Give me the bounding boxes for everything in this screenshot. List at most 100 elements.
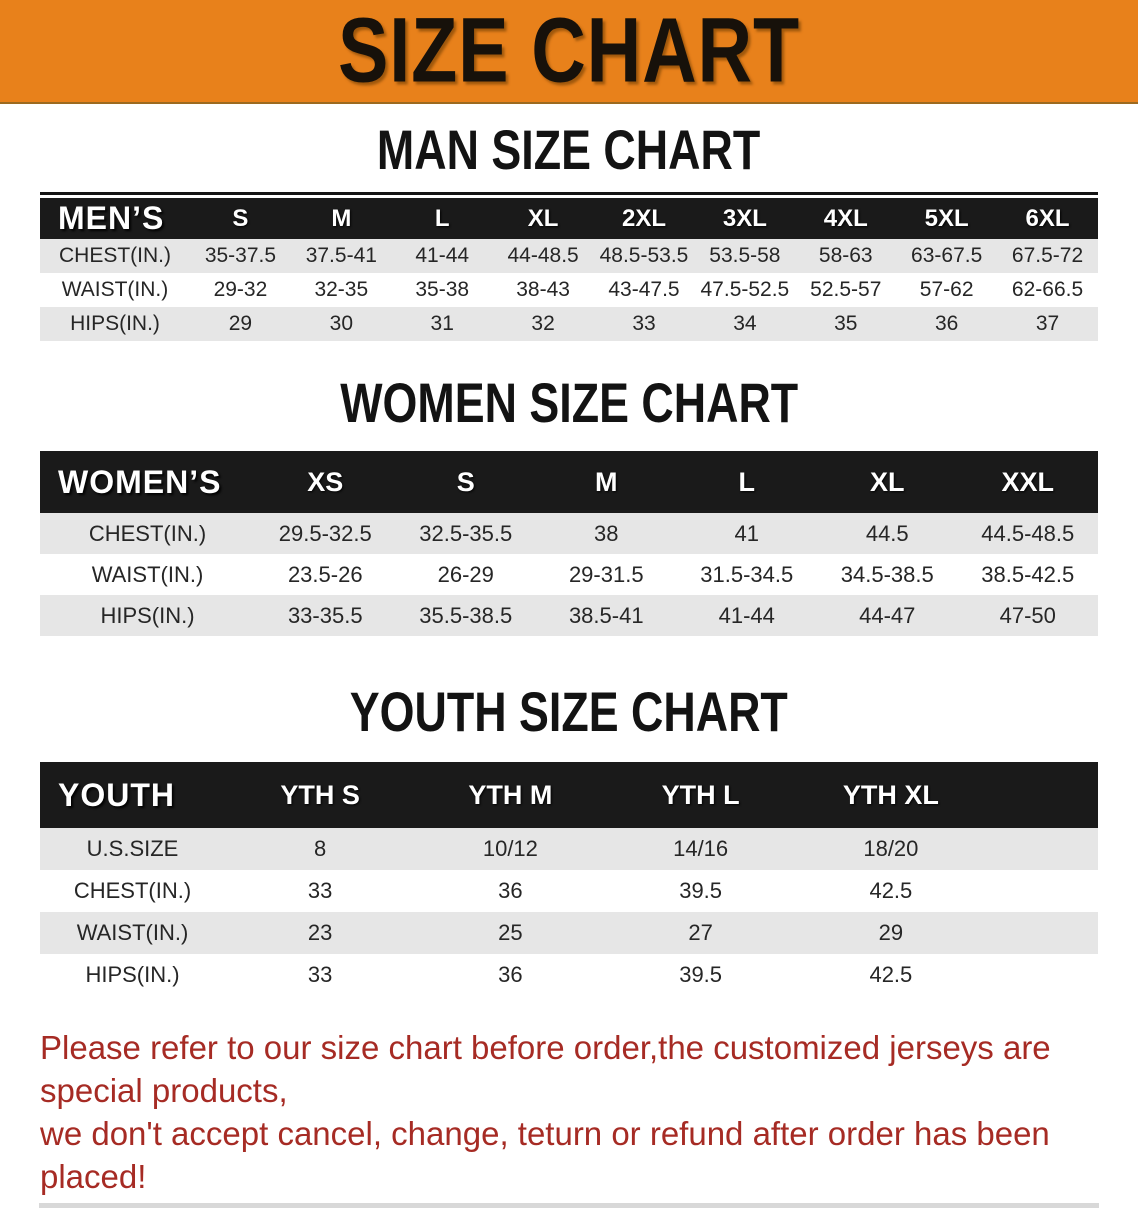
row-label: CHEST(IN.) [73, 878, 192, 903]
size-cell: 44.5 [865, 520, 909, 546]
table-header-row: YOUTH YTH S YTH M YTH L YTH XL [40, 762, 1098, 828]
disclaimer-line-1: Please refer to our size chart before or… [40, 1029, 1051, 1109]
size-cell: 29 [228, 312, 253, 335]
size-cell: 34.5-38.5 [840, 561, 934, 587]
banner-title: SIZE CHART [338, 0, 800, 103]
column-header-4xl: 4XL [823, 204, 868, 232]
row-label: U.S.SIZE [86, 836, 179, 861]
size-cell: 44.5-48.5 [981, 520, 1075, 546]
size-cell: 32.5-35.5 [419, 520, 513, 546]
row-label: WAIST(IN.) [76, 920, 189, 945]
size-cell: 38 [594, 520, 619, 546]
table-header-row: WOMEN’S XS S M L XL XXL [40, 451, 1098, 513]
size-table-man-size-chart: MEN’S S M L XL 2XL 3XL 4XL 5XL 6XL CHEST(IN.) 35-37… [40, 192, 1098, 341]
column-header-s: S [232, 204, 249, 232]
size-table-youth-size-chart: YOUTH YTH S YTH M YTH L YTH XL U.S.SIZE 8 10/12… [40, 762, 1098, 996]
table-header-row: MEN’S S M L XL 2XL 3XL 4XL 5XL 6XL [40, 198, 1098, 239]
row-label: HIPS(IN.) [100, 602, 195, 628]
size-cell: 48.5-53.5 [599, 244, 689, 267]
size-cell: 10/12 [482, 836, 538, 861]
column-header-6xl: 6XL [1025, 204, 1070, 232]
size-cell: 33 [632, 312, 656, 335]
size-cell: 29-31.5 [568, 561, 644, 587]
size-cell: 52.5-57 [810, 278, 882, 301]
size-cell: 39.5 [679, 878, 723, 903]
column-header-m: M [331, 204, 352, 232]
size-cell: 23 [307, 920, 333, 945]
table-body: U.S.SIZE 8 10/12 14/16 18/20 CHEST(IN.) 33 36 39… [40, 828, 1098, 996]
size-cell: 43-47.5 [608, 278, 680, 301]
size-cell: 35-37.5 [204, 244, 277, 267]
size-cell: 44-47 [859, 602, 916, 628]
table-row: WAIST(IN.) 29-32 32-35 35-38 38-43 43-47.5 47.… [40, 273, 1098, 307]
size-cell: 27 [688, 920, 713, 945]
size-cell: 33 [307, 962, 333, 987]
size-tables-container: MAN SIZE CHART MEN’S S M L XL 2XL 3XL 4XL 5XL 6XL C… [0, 122, 1138, 996]
size-cell: 38.5-41 [568, 602, 644, 628]
size-cell: 35 [834, 312, 858, 335]
size-cell: 62-66.5 [1011, 278, 1084, 301]
column-header-xl: XL [869, 466, 905, 497]
table-corner-label: YOUTH [58, 776, 175, 813]
table-row: WAIST(IN.) 23 25 27 29 [40, 912, 1098, 954]
size-cell: 44-48.5 [507, 244, 579, 267]
section-youth-size-chart: YOUTH SIZE CHART YOUTH YTH S YTH M YTH L YTH … [0, 684, 1138, 996]
row-label: HIPS(IN.) [85, 962, 180, 987]
size-cell: 38-43 [516, 278, 570, 301]
column-header-xxl: XXL [1001, 466, 1054, 497]
size-cell: 14/16 [673, 836, 729, 861]
size-cell: 31 [430, 312, 454, 335]
size-cell: 63-67.5 [911, 244, 983, 267]
column-header-5xl: 5XL [924, 204, 969, 232]
size-cell: 35.5-38.5 [419, 602, 513, 628]
column-header-l: L [738, 466, 756, 497]
size-cell: 58-63 [818, 244, 873, 267]
section-women-size-chart: WOMEN SIZE CHART WOMEN’S XS S M L XL XXL CHEST(I… [0, 375, 1138, 636]
row-label: WAIST(IN.) [91, 561, 204, 587]
table-body: CHEST(IN.) 35-37.5 37.5-41 41-44 44-48.5 48.5… [40, 239, 1098, 341]
size-cell: 33-35.5 [287, 602, 363, 628]
column-header-yth-l: YTH L [661, 779, 740, 810]
column-header-yth-m: YTH M [468, 779, 553, 810]
table-corner-label: WOMEN’S [58, 463, 222, 500]
size-cell: 32 [531, 312, 555, 335]
size-cell: 35-38 [415, 278, 470, 301]
section-heading: WOMEN SIZE CHART [0, 375, 1138, 431]
size-cell: 29 [878, 920, 904, 945]
row-label: WAIST(IN.) [61, 278, 169, 301]
size-cell: 41-44 [718, 602, 775, 628]
size-cell: 57-62 [919, 278, 974, 301]
size-cell: 18/20 [863, 836, 919, 861]
size-cell: 36 [498, 878, 523, 903]
table-row: CHEST(IN.) 29.5-32.5 32.5-35.5 38 41 44.5 44.5… [40, 513, 1098, 554]
column-header-s: S [456, 466, 475, 497]
size-cell: 31.5-34.5 [700, 561, 794, 587]
size-cell: 36 [498, 962, 523, 987]
table-row: HIPS(IN.) 33 36 39.5 42.5 [40, 954, 1098, 996]
size-table-women-size-chart: WOMEN’S XS S M L XL XXL CHEST(IN.) 29.5-32.5 32.5… [40, 451, 1098, 636]
disclaimer: Please refer to our size chart before or… [0, 1026, 1138, 1198]
size-cell: 8 [314, 836, 327, 861]
size-cell: 41 [734, 520, 759, 546]
row-label: HIPS(IN.) [70, 312, 160, 335]
column-header-yth-s: YTH S [280, 779, 360, 810]
size-cell: 26-29 [437, 561, 494, 587]
column-header-xl: XL [527, 204, 559, 232]
size-cell: 37.5-41 [305, 244, 377, 267]
size-cell: 36 [934, 312, 959, 335]
table-corner-label: MEN’S [58, 200, 165, 236]
table-row: HIPS(IN.) 29 30 31 32 33 34 35 36 37 [40, 307, 1098, 341]
size-cell: 30 [329, 312, 353, 335]
size-chart-banner: SIZE CHART [0, 0, 1138, 104]
column-header-xs: XS [307, 466, 344, 497]
column-header-yth-xl: YTH XL [842, 779, 939, 810]
column-header-3xl: 3XL [722, 204, 767, 232]
table-row: WAIST(IN.) 23.5-26 26-29 29-31.5 31.5-34.5 34… [40, 554, 1098, 595]
size-cell: 47.5-52.5 [700, 278, 790, 301]
size-cell: 42.5 [869, 962, 913, 987]
table-row: CHEST(IN.) 35-37.5 37.5-41 41-44 44-48.5 48.5… [40, 239, 1098, 273]
section-heading: YOUTH SIZE CHART [0, 684, 1138, 740]
column-header-2xl: 2XL [621, 204, 666, 232]
size-cell: 47-50 [999, 602, 1056, 628]
size-cell: 53.5-58 [709, 244, 781, 267]
